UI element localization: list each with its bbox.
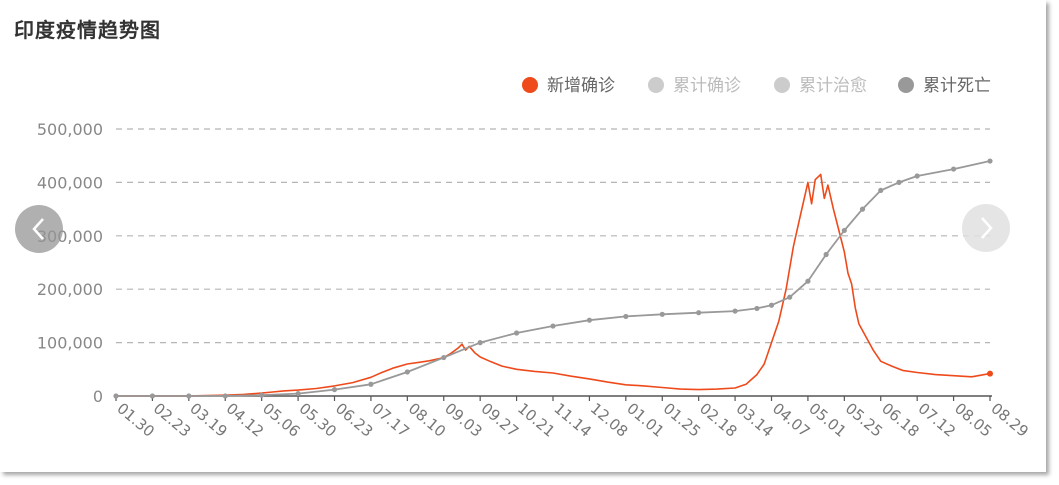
x-tick-label: 04.07 (769, 399, 813, 440)
legend-item[interactable]: 累计死亡 (898, 76, 991, 96)
data-point (659, 311, 665, 317)
data-point (787, 294, 793, 300)
x-tick-label: 06.23 (332, 399, 376, 440)
x-tick-label: 03.14 (733, 399, 777, 440)
y-tick-label: 200,000 (37, 280, 103, 299)
y-tick-label: 500,000 (37, 120, 103, 139)
x-tick-label: 01.25 (660, 399, 704, 440)
x-tick-label: 05.01 (805, 399, 849, 440)
x-tick-label: 05.06 (259, 399, 303, 440)
data-point (987, 370, 993, 377)
x-tick-label: 01.01 (623, 399, 667, 440)
data-point (113, 393, 119, 399)
data-point (823, 251, 829, 258)
series-line (116, 173, 991, 397)
x-tick-label: 11.14 (550, 399, 594, 440)
data-point (331, 386, 338, 393)
x-axis: 01.3002.2303.1904.1205.0605.3006.2307.17… (113, 395, 1032, 441)
data-point (754, 305, 760, 312)
x-tick-label: 02.23 (150, 399, 194, 440)
legend-label: 累计死亡 (923, 76, 991, 96)
legend[interactable]: 新增确诊 累计确诊 累计治愈 累计死亡 (522, 76, 991, 96)
y-tick-label: 0 (93, 387, 103, 406)
data-point (368, 381, 374, 387)
x-tick-label: 07.12 (915, 399, 959, 440)
x-tick-label: 04.12 (223, 399, 267, 440)
next-chart-button[interactable] (962, 204, 1010, 252)
x-tick-label: 08.10 (405, 399, 449, 440)
x-tick-label: 05.30 (296, 399, 340, 440)
x-tick-label: 12.08 (587, 399, 631, 440)
data-point (186, 393, 192, 399)
series-line (116, 160, 991, 397)
x-tick-label: 08.05 (951, 399, 995, 440)
x-tick-label: 09.03 (441, 399, 485, 440)
chevron-right-icon (981, 217, 993, 239)
legend-label: 累计治愈 (799, 76, 867, 96)
data-point (696, 310, 702, 316)
legend-item[interactable]: 累计治愈 (774, 76, 867, 96)
data-point (259, 392, 265, 398)
legend-label: 新增确诊 (547, 76, 615, 96)
data-point (732, 308, 738, 314)
x-tick-label: 09.27 (478, 399, 522, 440)
data-point (768, 302, 775, 308)
x-tick-label: 05.25 (842, 399, 886, 440)
prev-chart-button[interactable] (15, 205, 63, 253)
x-tick-label: 07.17 (368, 399, 412, 440)
y-tick-label: 400,000 (37, 173, 103, 192)
x-tick-label: 01.30 (113, 399, 157, 440)
legend-dot-icon (774, 77, 790, 93)
data-point (859, 206, 866, 212)
page-title: 印度疫情趋势图 (14, 18, 161, 42)
data-point (477, 340, 483, 346)
legend-item[interactable]: 累计确诊 (648, 76, 741, 96)
legend-dot-icon (522, 77, 538, 93)
data-point (623, 313, 629, 320)
legend-label: 累计确诊 (673, 76, 741, 96)
data-point (950, 166, 957, 172)
data-point (550, 323, 556, 329)
legend-dot-icon (648, 77, 664, 93)
data-point (404, 369, 410, 375)
x-tick-label: 02.18 (696, 399, 740, 440)
x-tick-label: 06.18 (878, 399, 922, 440)
legend-item[interactable]: 新增确诊 (522, 76, 615, 96)
data-point (441, 354, 447, 361)
data-point (586, 317, 593, 323)
series-lines (113, 158, 993, 399)
data-point (513, 330, 520, 336)
data-point (987, 158, 993, 164)
x-tick-label: 10.21 (514, 399, 558, 440)
data-point (896, 179, 902, 185)
grid-lines (116, 128, 990, 344)
data-point (841, 227, 847, 234)
y-tick-label: 100,000 (37, 334, 103, 353)
data-point (878, 187, 884, 194)
data-point (914, 173, 920, 179)
legend-dot-icon (898, 77, 914, 93)
data-point (295, 390, 301, 397)
data-point (222, 393, 228, 399)
data-point (805, 278, 811, 284)
x-tick-label: 08.29 (987, 399, 1031, 440)
x-tick-label: 03.19 (186, 399, 230, 440)
chevron-left-icon (32, 218, 44, 240)
data-point (149, 393, 156, 399)
